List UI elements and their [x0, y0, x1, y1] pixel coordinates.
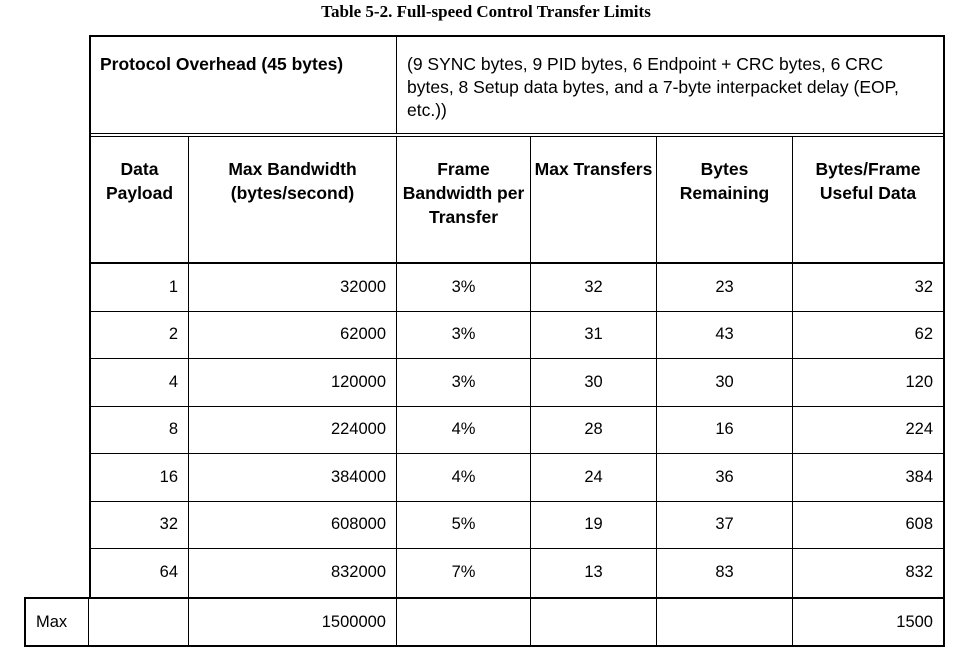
- header-frame-bandwidth: Frame Bandwidth per Transfer: [397, 137, 531, 262]
- cell-frame-bandwidth: 3%: [397, 359, 531, 406]
- max-row-bytes-remaining: [657, 599, 793, 645]
- header-useful-data: Bytes/Frame Useful Data: [815, 159, 921, 203]
- cell-data-payload: 64: [91, 549, 189, 597]
- cell-bytes-remaining: 30: [657, 359, 793, 406]
- cell-max-transfers: 13: [531, 549, 657, 597]
- header-bytes-remaining: Bytes Remaining: [657, 137, 793, 262]
- max-row-useful-data: 1500: [896, 612, 933, 631]
- cell-bytes-remaining: 16: [657, 406, 793, 453]
- header-max-bandwidth: Max Bandwidth (bytes/second): [189, 137, 397, 262]
- header-data-payload: Data Payload: [91, 137, 189, 262]
- cell-max-transfers: 28: [531, 406, 657, 453]
- table-row: 32 608000 5% 19 37 608: [91, 501, 943, 549]
- cell-bytes-remaining: 43: [657, 311, 793, 358]
- cell-max-bandwidth: 62000: [189, 311, 397, 358]
- protocol-overhead-row: Protocol Overhead (45 bytes) (9 SYNC byt…: [91, 37, 943, 137]
- transfer-limits-table: Protocol Overhead (45 bytes) (9 SYNC byt…: [89, 35, 945, 599]
- cell-frame-bandwidth: 3%: [397, 264, 531, 311]
- cell-useful-data: 832: [905, 563, 933, 582]
- cell-max-bandwidth: 608000: [189, 501, 397, 548]
- cell-max-transfers: 32: [531, 264, 657, 311]
- table-row: 64 832000 7% 13 83 832: [91, 549, 943, 597]
- max-row-frame-bandwidth: [397, 599, 531, 645]
- cell-frame-bandwidth: 4%: [397, 406, 531, 453]
- cell-bytes-remaining: 36: [657, 454, 793, 501]
- cell-useful-data: 384: [905, 467, 933, 486]
- cell-data-payload: 2: [91, 311, 189, 358]
- table-row: 16 384000 4% 24 36 384: [91, 454, 943, 502]
- table-caption: Table 5-2. Full-speed Control Transfer L…: [321, 2, 651, 21]
- header-max-transfers: Max Transfers: [531, 137, 657, 262]
- cell-max-transfers: 19: [531, 501, 657, 548]
- cell-frame-bandwidth: 5%: [397, 501, 531, 548]
- cell-frame-bandwidth: 3%: [397, 311, 531, 358]
- max-row-payload: [89, 599, 189, 645]
- cell-max-bandwidth: 384000: [189, 454, 397, 501]
- table-row: 4 120000 3% 30 30 120: [91, 359, 943, 407]
- table-row: 8 224000 4% 28 16 224: [91, 406, 943, 454]
- protocol-overhead-label: Protocol Overhead (45 bytes): [91, 37, 397, 133]
- cell-max-bandwidth: 224000: [189, 406, 397, 453]
- cell-frame-bandwidth: 4%: [397, 454, 531, 501]
- cell-bytes-remaining: 23: [657, 264, 793, 311]
- max-row-max-transfers: [531, 599, 657, 645]
- cell-bytes-remaining: 37: [657, 501, 793, 548]
- table-body: 1 32000 3% 32 23 32 2 62000 3% 31 43 62 4 120000 3% 30 3…: [91, 264, 943, 597]
- max-row: Max 1500000 1500: [24, 597, 945, 647]
- cell-data-payload: 16: [91, 454, 189, 501]
- max-row-label: Max: [26, 599, 89, 645]
- cell-data-payload: 32: [91, 501, 189, 548]
- cell-max-bandwidth: 32000: [189, 264, 397, 311]
- cell-useful-data: 62: [914, 325, 933, 344]
- max-row-max-bandwidth: 1500000: [189, 599, 397, 645]
- cell-frame-bandwidth: 7%: [397, 549, 531, 597]
- cell-data-payload: 4: [91, 359, 189, 406]
- cell-data-payload: 8: [91, 406, 189, 453]
- cell-max-bandwidth: 120000: [189, 359, 397, 406]
- cell-useful-data: 32: [914, 277, 933, 296]
- cell-max-transfers: 31: [531, 311, 657, 358]
- cell-useful-data: 120: [905, 372, 933, 391]
- cell-bytes-remaining: 83: [657, 549, 793, 597]
- cell-useful-data: 608: [905, 515, 933, 534]
- cell-data-payload: 1: [91, 264, 189, 311]
- table-row: 2 62000 3% 31 43 62: [91, 311, 943, 359]
- table-row: 1 32000 3% 32 23 32: [91, 264, 943, 312]
- cell-max-bandwidth: 832000: [189, 549, 397, 597]
- protocol-overhead-description: (9 SYNC bytes, 9 PID bytes, 6 Endpoint +…: [407, 54, 899, 120]
- cell-useful-data: 224: [905, 420, 933, 439]
- cell-max-transfers: 30: [531, 359, 657, 406]
- table-header-row: Data Payload Max Bandwidth (bytes/second…: [91, 137, 943, 264]
- cell-max-transfers: 24: [531, 454, 657, 501]
